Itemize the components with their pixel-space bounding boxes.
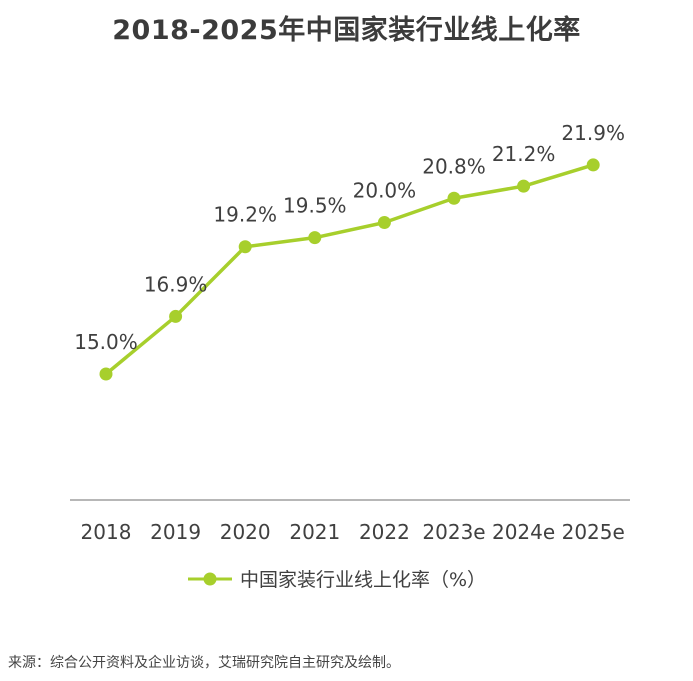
data-label: 20.8% (422, 154, 486, 178)
data-point (377, 216, 391, 229)
x-tick-label: 2025e (562, 520, 625, 544)
x-tick-label: 2019 (150, 520, 201, 544)
data-point (308, 231, 322, 245)
legend-label: 中国家装行业线上化率（%） (240, 569, 486, 591)
data-label: 16.9% (144, 272, 208, 296)
data-label: 19.2% (213, 203, 277, 227)
data-point (586, 158, 600, 172)
x-tick-label: 2018 (81, 520, 132, 544)
data-label: 19.5% (283, 194, 347, 218)
data-point (169, 309, 183, 323)
data-point (447, 191, 461, 205)
x-tick-label: 2022 (359, 520, 410, 544)
chart-title: 2018-2025年中国家装行业线上化率 (112, 15, 581, 46)
data-point (238, 240, 252, 254)
data-point (517, 179, 531, 193)
data-label: 21.9% (561, 121, 625, 145)
data-label: 21.2% (492, 142, 556, 166)
x-tick-label: 2023e (422, 520, 485, 544)
legend: 中国家装行业线上化率（%） (188, 569, 486, 591)
legend-marker (203, 572, 217, 586)
data-label: 15.0% (74, 330, 138, 354)
x-tick-label: 2020 (220, 520, 271, 544)
chart-marks: 15.0% 2018 16.9% 2019 19.2% 2020 19.5% 2021 20.0… (74, 121, 625, 544)
x-tick-label: 2024e (492, 520, 555, 544)
data-point (99, 367, 113, 381)
series-line (104, 163, 594, 376)
source-note: 来源：综合公开资料及企业访谈，艾瑞研究院自主研究及绘制。 (8, 655, 400, 671)
x-tick-label: 2021 (289, 520, 340, 544)
data-label: 20.0% (353, 179, 417, 203)
